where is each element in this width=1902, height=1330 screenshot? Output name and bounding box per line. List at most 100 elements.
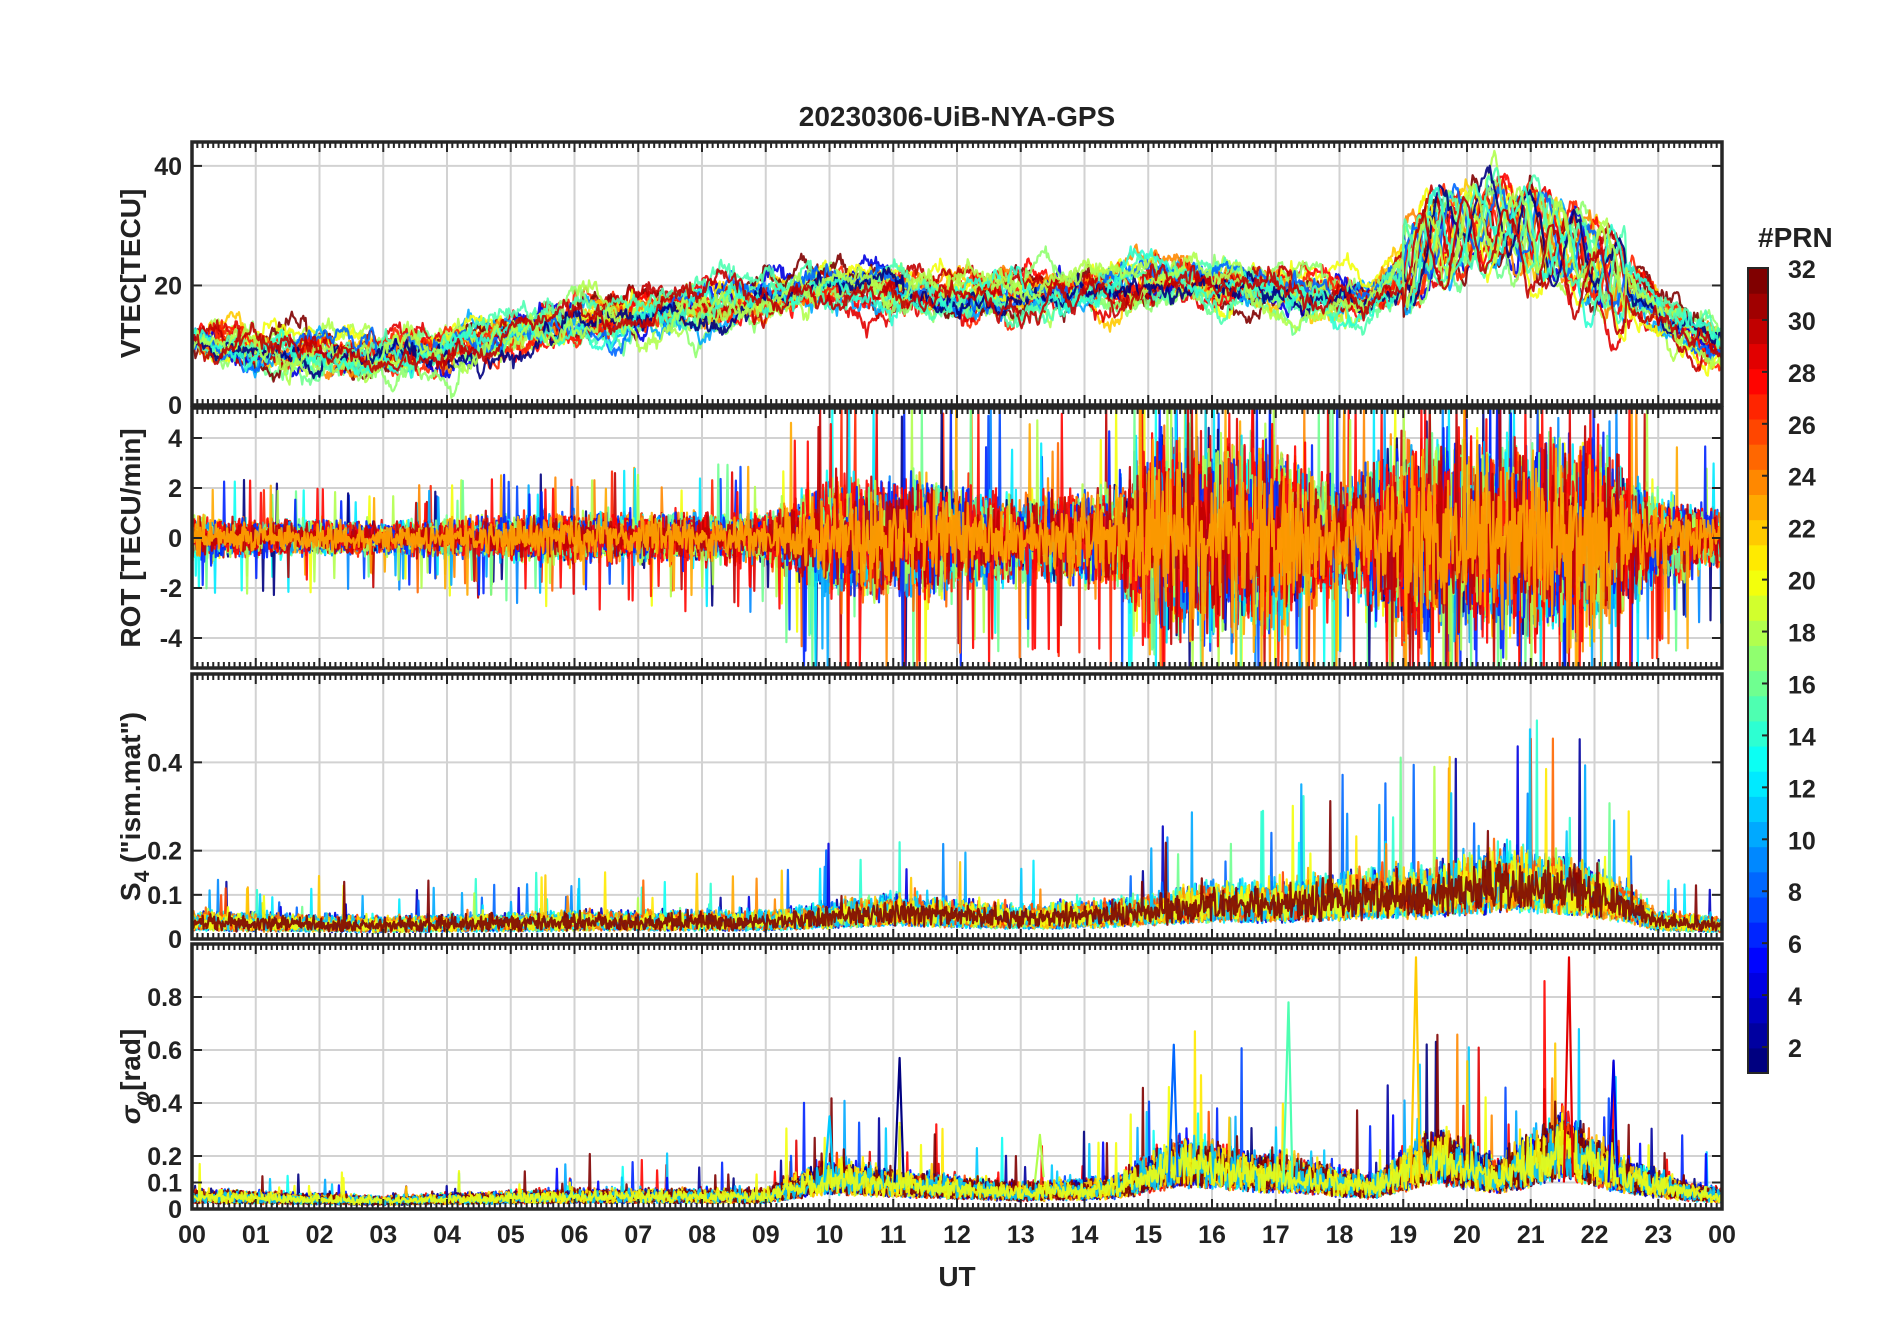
colorbar-tick-label: 16 [1788,671,1816,699]
x-tick-label: 23 [1644,1221,1672,1249]
panel-rot: -4 -2 0 2 4 ROT [TECU/min] [115,406,1724,670]
colorbar-segment [1748,494,1768,521]
y-axis-title-sub: 4 [131,870,154,882]
colorbar-segment [1748,871,1768,898]
spike-mark [1167,1043,1179,1183]
series-line [192,195,1722,373]
x-tick-label: 20 [1453,1221,1481,1249]
colorbar-tick-label: 22 [1788,516,1816,544]
x-tick-label: 21 [1517,1221,1545,1249]
colorbar-segment [1748,393,1768,420]
chart-title: 20230306-UiB-NYA-GPS [799,101,1115,132]
y-axis-title-main: S [115,882,146,901]
series-line [192,799,1722,934]
x-axis: 00 01 02 03 04 05 06 07 08 09 10 11 12 13 14 15 16 17 18 19… [178,1221,1736,1249]
y-tick-label: 2 [168,475,182,503]
colorbar-segment [1748,620,1768,646]
x-tick-label: 18 [1326,1221,1354,1249]
colorbar-segment [1748,418,1768,445]
y-tick-label: 0 [168,392,182,420]
y-axis-title-main: σ [115,1104,146,1124]
y-tick-label: 0.2 [147,1143,182,1171]
colorbar-segment [1748,544,1768,571]
colorbar-segment [1748,695,1768,722]
colorbar-segment [1748,821,1768,848]
x-tick-label: 04 [433,1221,461,1249]
y-tick-label: -4 [160,625,182,653]
x-tick-label: 02 [306,1221,334,1249]
x-tick-label: 03 [369,1221,397,1249]
colorbar-segment [1748,1022,1768,1049]
colorbar-segment [1748,318,1768,345]
x-tick-label: 16 [1198,1221,1226,1249]
colorbar-segment [1748,997,1768,1024]
x-tick-label: 17 [1262,1221,1290,1249]
x-tick-label: 12 [943,1221,971,1249]
colorbar-tick-label: 20 [1788,568,1816,596]
x-tick-label: 14 [1071,1221,1099,1249]
y-tick-label: 0.4 [147,1090,182,1118]
y-tick-label: 0.2 [147,838,182,866]
y-tick-label: 0.6 [147,1037,182,1065]
colorbar-tick-label: 32 [1788,256,1816,284]
colorbar-segment [1748,922,1768,948]
y-tick-label: 0.1 [147,1170,182,1198]
colorbar-tick-label: 4 [1788,983,1802,1011]
y-tick-label: 0.1 [147,882,182,910]
y-axis-title-rest: [rad] [115,1029,146,1091]
x-tick-label: 05 [497,1221,525,1249]
y-tick-label: 0.8 [147,984,182,1012]
colorbar-segment [1748,268,1768,294]
colorbar-segment [1748,972,1768,999]
colorbar-tick-label: 30 [1788,308,1816,336]
colorbar-tick-label: 18 [1788,620,1816,648]
y-axis-title-rot: ROT [TECU/min] [115,428,146,647]
spike-mark [1562,956,1574,1183]
colorbar-segment [1748,1047,1768,1074]
x-tick-label: 15 [1134,1221,1162,1249]
colorbar-segment [1748,745,1768,772]
spike-mark [1033,1133,1045,1183]
colorbar-segment [1748,444,1768,470]
x-tick-label: 10 [816,1221,844,1249]
colorbar-tick-label: 26 [1788,412,1816,440]
x-tick-label: 19 [1389,1221,1417,1249]
colorbar-segment [1748,720,1768,747]
colorbar-segment [1748,368,1768,395]
colorbar-tick-label: 14 [1788,723,1816,751]
x-tick-label: 13 [1007,1221,1035,1249]
grid-s4 [192,674,1722,939]
spike-mark [1282,1001,1294,1183]
y-tick-label: 4 [168,425,182,453]
colorbar-segment [1748,343,1768,370]
colorbar-segment [1748,293,1768,319]
panel-vtec: 0 20 40 VTEC[TECU] [115,140,1724,420]
x-tick-label: 22 [1581,1221,1609,1249]
y-axis-title-sigma: σφ[rad] [115,1029,154,1125]
x-tick-label: 00 [178,1221,206,1249]
x-tick-label: 09 [752,1221,780,1249]
colorbar-segment [1748,645,1768,672]
x-tick-label: 01 [242,1221,270,1249]
colorbar-tick-label: 24 [1788,464,1816,492]
spike-mark [893,1056,905,1183]
colorbar-tick-label: 6 [1788,931,1802,959]
y-axis-title-vtec: VTEC[TECU] [115,189,146,359]
colorbar-segment [1748,947,1768,973]
spike-mark [1409,956,1421,1183]
colorbar-tick-label: 2 [1788,1035,1802,1063]
y-tick-label: 0.4 [147,749,182,777]
colorbar-title: #PRN [1758,222,1833,253]
x-tick-label: 06 [561,1221,589,1249]
y-axis-title-rest: ("ism.mat") [115,712,146,871]
colorbar-segment [1748,846,1768,873]
y-tick-label: 0 [168,926,182,954]
series-line [192,408,1722,668]
panel-s4: 0 0.1 0.2 0.4 S4 ("ism.mat") [115,672,1724,954]
spike-mark [823,1115,835,1183]
y-tick-label: 40 [154,153,182,181]
colorbar-segment [1748,595,1768,621]
y-axis-title-sub: φ [131,1091,154,1106]
